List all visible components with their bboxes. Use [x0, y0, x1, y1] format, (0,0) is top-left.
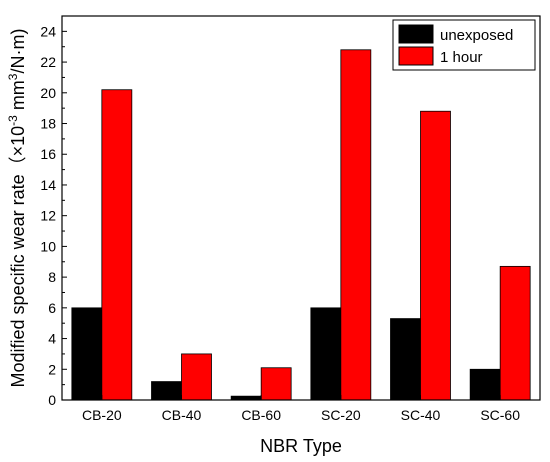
legend-label-1-hour: 1 hour	[440, 49, 483, 66]
y-axis-title-exp1: -3	[6, 115, 20, 126]
y-tick-label: 10	[40, 238, 56, 254]
x-tick-label: SC-40	[401, 407, 441, 423]
y-tick-label: 0	[48, 392, 56, 408]
bar-unexposed-sc-20	[310, 307, 342, 401]
x-tick-label: CB-40	[162, 407, 202, 423]
legend: unexposed 1 hour	[392, 19, 536, 71]
bars-layer	[71, 49, 531, 401]
y-axis-title-exp2: 3	[6, 73, 20, 80]
bar-1-hour-sc-40	[420, 110, 451, 401]
legend-swatch-unexposed	[398, 24, 434, 44]
legend-swatch-1-hour	[398, 46, 434, 66]
bar-unexposed-cb-20	[71, 307, 103, 401]
bar-1-hour-sc-20	[340, 49, 372, 401]
bar-unexposed-sc-40	[390, 318, 421, 401]
bar-unexposed-cb-40	[151, 381, 182, 401]
y-axis-title: Modified specific wear rate（×10-3 mm3/N·…	[6, 29, 28, 388]
y-axis-title-tail: /N·m)	[8, 29, 28, 74]
x-tick-label: SC-60	[480, 407, 520, 423]
y-axis-title-main: Modified specific wear rate（×10	[8, 126, 28, 388]
bar-1-hour-cb-20	[101, 89, 133, 401]
x-tick-label: SC-20	[321, 407, 361, 423]
y-tick-label: 2	[48, 361, 56, 377]
y-tick-label: 24	[40, 23, 56, 39]
x-tick-label: CB-20	[82, 407, 122, 423]
y-tick-label: 8	[48, 269, 56, 285]
y-tick-label: 12	[40, 208, 56, 224]
x-tick-label: CB-60	[241, 407, 281, 423]
y-tick-label: 16	[40, 146, 56, 162]
y-tick-label: 22	[40, 54, 56, 70]
bar-1-hour-sc-60	[499, 265, 531, 401]
y-tick-label: 14	[40, 177, 56, 193]
bar-unexposed-sc-60	[469, 368, 501, 401]
x-axis-title: NBR Type	[260, 436, 342, 456]
bar-1-hour-cb-40	[181, 353, 212, 401]
plot-frame	[61, 15, 541, 401]
y-tick-label: 18	[40, 116, 56, 132]
y-tick-label: 6	[48, 300, 56, 316]
y-tick-label: 4	[48, 331, 56, 347]
bar-1-hour-cb-60	[260, 367, 292, 401]
y-tick-label: 20	[40, 85, 56, 101]
legend-label-unexposed: unexposed	[440, 27, 513, 44]
x-axis: CB-20 CB-40 CB-60 SC-20 SC-40 SC-60	[82, 395, 520, 423]
y-axis-title-unit: mm	[8, 80, 28, 115]
